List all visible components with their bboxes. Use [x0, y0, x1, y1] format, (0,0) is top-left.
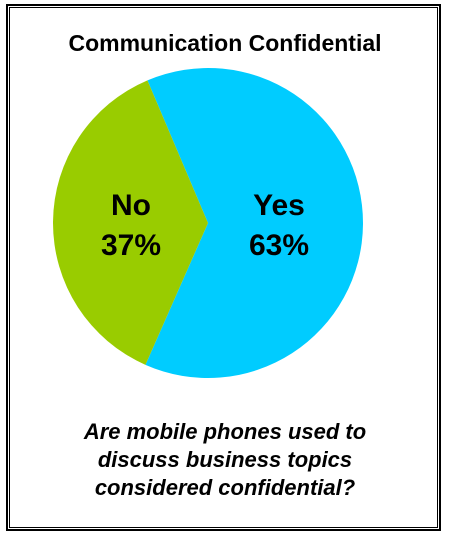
- slice-value-yes: 63%: [249, 229, 309, 262]
- slice-label-yes: Yes: [253, 189, 305, 222]
- slice-value-no: 37%: [101, 229, 161, 262]
- caption-line-2: discuss business topics: [97, 447, 353, 472]
- chart-title: Communication Confidential: [68, 30, 382, 56]
- pie-slice-yes: [145, 68, 363, 379]
- chart-frame-outer: [6, 4, 441, 531]
- caption-line-3: considered confidential?: [94, 475, 356, 500]
- slice-label-no: No: [111, 189, 151, 222]
- caption-line-1: Are mobile phones used to: [83, 419, 367, 444]
- chart-frame-inner: [9, 7, 438, 528]
- chart-caption: Are mobile phones used to discuss busine…: [0, 418, 450, 502]
- pie-slice-no: [52, 80, 209, 365]
